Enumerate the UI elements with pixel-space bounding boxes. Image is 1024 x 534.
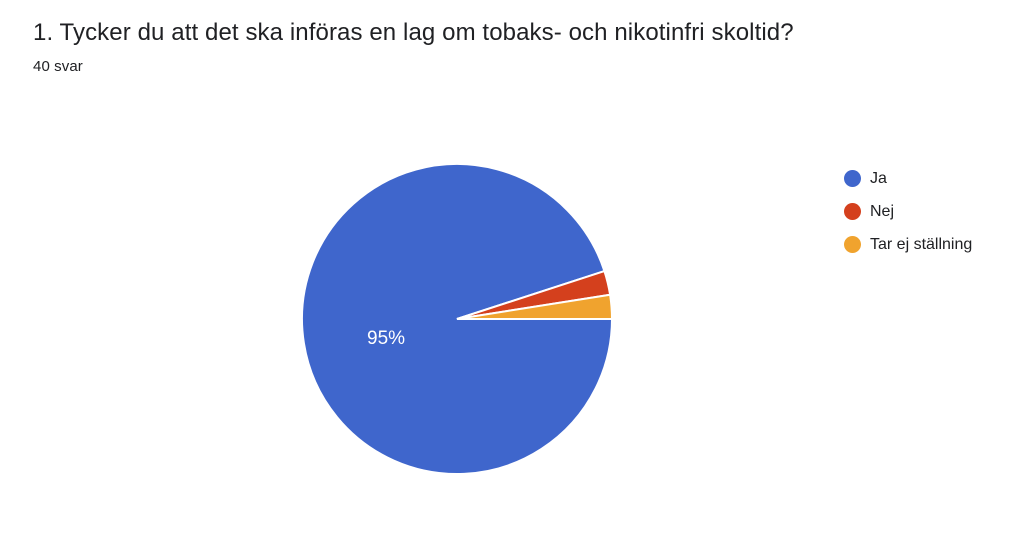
legend-item-ja[interactable]: Ja: [844, 162, 972, 195]
slice-percentage-label: 95%: [367, 328, 405, 349]
response-count-label: 40 svar: [33, 58, 83, 75]
legend-item-nej[interactable]: Nej: [844, 195, 972, 228]
legend-item-label: Tar ej ställning: [870, 236, 973, 253]
legend-item-label: Ja: [870, 170, 887, 187]
circle-swatch-icon: [844, 236, 861, 253]
pie-chart-svg: 95%: [301, 163, 614, 475]
question-header: 1. Tycker du att det ska införas en lag …: [33, 18, 993, 77]
legend-item-tar-ej-ställning[interactable]: Tar ej ställning: [844, 228, 972, 261]
pie-chart: 95%: [301, 163, 614, 475]
circle-swatch-icon: [844, 203, 861, 220]
pie-chart-container: 95% Ja Nej Tar ej ställning: [0, 110, 1024, 534]
pie-slice-ja[interactable]: [301, 163, 614, 475]
chart-legend: Ja Nej Tar ej ställning: [844, 162, 972, 261]
pie-slice-tar-ej-ställning[interactable]: [456, 293, 614, 320]
page-title: 1. Tycker du att det ska införas en lag …: [33, 19, 794, 46]
pie-slice-group: [301, 163, 614, 475]
legend-item-label: Nej: [870, 203, 895, 220]
circle-swatch-icon: [844, 170, 861, 187]
